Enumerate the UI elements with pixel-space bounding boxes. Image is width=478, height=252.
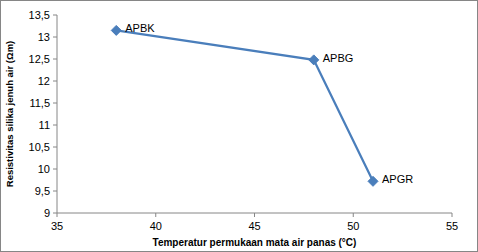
x-tick-label: 55 <box>446 220 458 232</box>
y-tick <box>53 191 57 192</box>
y-tick <box>53 15 57 16</box>
plot-marks <box>111 25 378 186</box>
x-tick <box>57 213 58 217</box>
y-axis-label: Resistivitas silika jenuh air (Ωm) <box>4 41 15 187</box>
y-tick-label: 12,5 <box>29 53 50 65</box>
y-tick <box>53 169 57 170</box>
y-tick-label: 10,5 <box>29 141 50 153</box>
y-tick <box>53 37 57 38</box>
x-tick <box>353 213 354 217</box>
x-tick-label: 40 <box>150 220 162 232</box>
y-tick-label: 9 <box>44 207 50 219</box>
y-tick <box>53 125 57 126</box>
x-tick-label: 35 <box>51 220 63 232</box>
x-tick <box>155 213 156 217</box>
y-tick-label: 11,5 <box>29 97 50 109</box>
x-tick-label: 45 <box>248 220 260 232</box>
series-marker <box>368 176 378 186</box>
series-marker <box>111 25 121 35</box>
point-label: APGR <box>382 173 413 185</box>
chart: 9 9,5 10 10,5 11 11,5 12 12,5 13 13,5 35 40 45 50 55 Te… <box>0 0 478 252</box>
y-tick <box>53 81 57 82</box>
y-tick-label: 13,5 <box>29 9 50 21</box>
y-tick-label: 9,5 <box>35 185 50 197</box>
x-tick-label: 50 <box>347 220 359 232</box>
point-label: APBG <box>323 52 354 64</box>
y-tick <box>53 147 57 148</box>
y-tick <box>53 59 57 60</box>
series-marker <box>309 55 319 65</box>
x-tick <box>452 213 453 217</box>
chart-border <box>1 1 478 252</box>
x-axis-label: Temperatur permukaan mata air panas (°C) <box>153 237 357 248</box>
y-tick-label: 12 <box>38 75 50 87</box>
y-tick-label: 11 <box>39 119 50 131</box>
y-tick <box>53 213 57 214</box>
y-axis <box>57 15 58 213</box>
series-line <box>116 30 373 181</box>
y-tick-label: 13 <box>38 31 50 43</box>
y-tick <box>53 103 57 104</box>
point-label: APBK <box>125 22 155 34</box>
y-tick-label: 10 <box>38 163 50 175</box>
x-tick <box>254 213 255 217</box>
